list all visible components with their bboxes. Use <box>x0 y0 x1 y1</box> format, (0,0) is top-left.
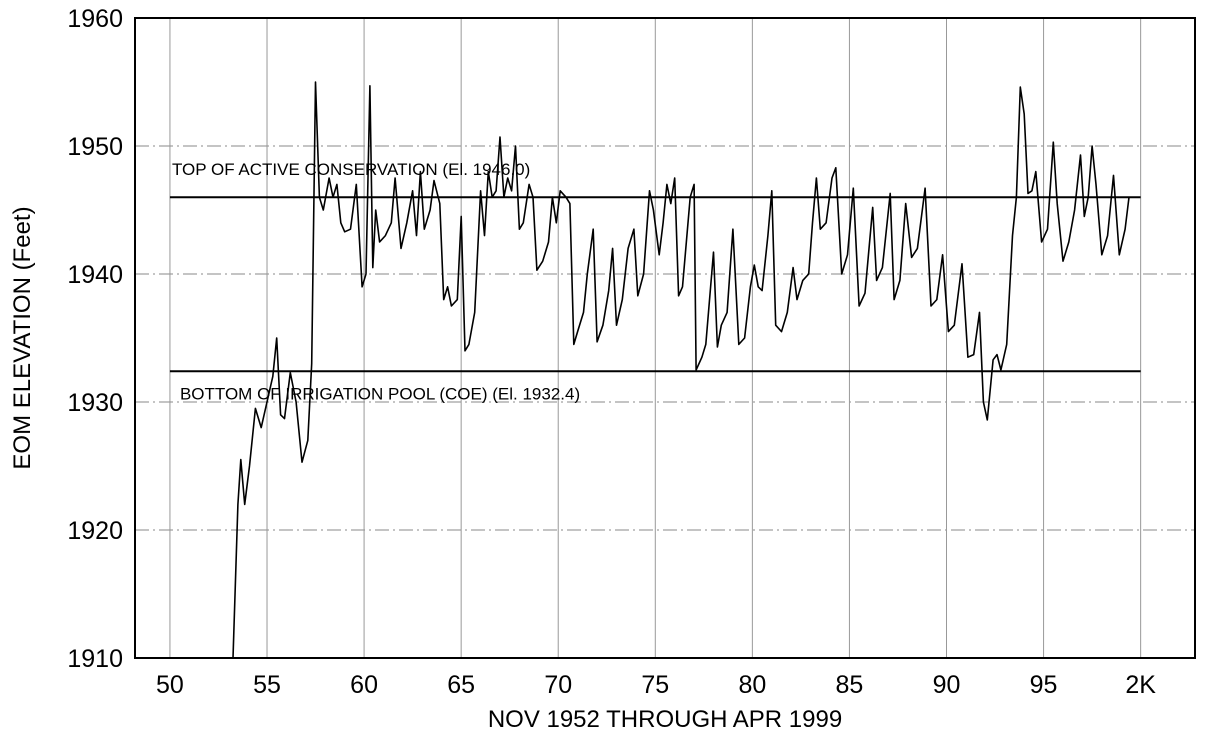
x-tick-label: 65 <box>447 671 475 699</box>
y-tick-label: 1950 <box>67 133 123 161</box>
x-tick-label: 60 <box>350 671 378 699</box>
x-tick-label: 50 <box>156 671 184 699</box>
y-tick-label: 1940 <box>67 261 123 289</box>
x-tick-label: 55 <box>253 671 281 699</box>
y-tick-label: 1960 <box>67 5 123 33</box>
x-tick-label: 90 <box>933 671 961 699</box>
reference-label: BOTTOM OF IRRIGATION POOL (COE) (El. 193… <box>180 384 580 403</box>
x-tick-label: 2K <box>1125 671 1156 699</box>
x-tick-label: 85 <box>836 671 864 699</box>
plot-frame <box>134 17 1196 659</box>
y-tick-label: 1920 <box>67 517 123 545</box>
x-tick-label: 70 <box>544 671 572 699</box>
data-line <box>232 81 1130 659</box>
x-axis-title: NOV 1952 THROUGH APR 1999 <box>488 706 842 733</box>
x-tick-label: 95 <box>1030 671 1058 699</box>
y-tick-label: 1910 <box>67 645 123 673</box>
reference-label: TOP OF ACTIVE CONSERVATION (El. 1946.0) <box>172 160 530 179</box>
y-tick-label: 1930 <box>67 389 123 417</box>
y-axis-title: EOM ELEVATION (Feet) <box>9 206 36 469</box>
x-tick-label: 80 <box>738 671 766 699</box>
x-tick-label: 75 <box>641 671 669 699</box>
